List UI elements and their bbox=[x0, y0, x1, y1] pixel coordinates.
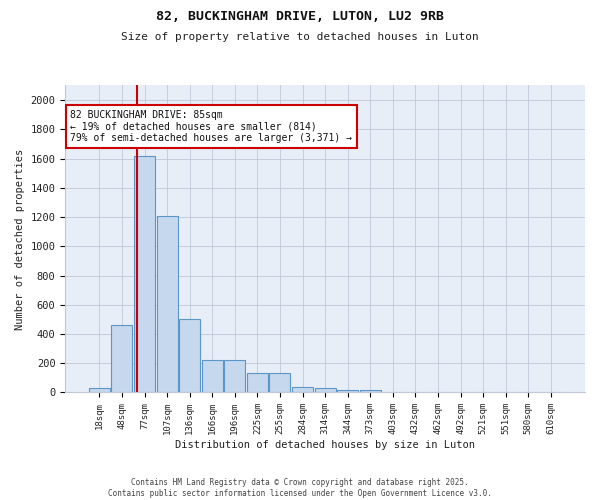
Text: Size of property relative to detached houses in Luton: Size of property relative to detached ho… bbox=[121, 32, 479, 42]
Bar bbox=[134, 156, 155, 392]
Bar bbox=[89, 388, 110, 392]
Y-axis label: Number of detached properties: Number of detached properties bbox=[15, 148, 25, 330]
Bar bbox=[360, 390, 381, 392]
Bar bbox=[314, 388, 335, 392]
Text: 82, BUCKINGHAM DRIVE, LUTON, LU2 9RB: 82, BUCKINGHAM DRIVE, LUTON, LU2 9RB bbox=[156, 10, 444, 23]
Text: 82 BUCKINGHAM DRIVE: 85sqm
← 19% of detached houses are smaller (814)
79% of sem: 82 BUCKINGHAM DRIVE: 85sqm ← 19% of deta… bbox=[70, 110, 352, 144]
Text: Contains HM Land Registry data © Crown copyright and database right 2025.
Contai: Contains HM Land Registry data © Crown c… bbox=[108, 478, 492, 498]
Bar bbox=[224, 360, 245, 392]
Bar bbox=[112, 325, 133, 392]
Bar bbox=[179, 320, 200, 392]
Bar bbox=[292, 386, 313, 392]
Bar bbox=[247, 374, 268, 392]
X-axis label: Distribution of detached houses by size in Luton: Distribution of detached houses by size … bbox=[175, 440, 475, 450]
Bar bbox=[202, 360, 223, 392]
Bar bbox=[157, 216, 178, 392]
Bar bbox=[269, 374, 290, 392]
Bar bbox=[337, 390, 358, 392]
